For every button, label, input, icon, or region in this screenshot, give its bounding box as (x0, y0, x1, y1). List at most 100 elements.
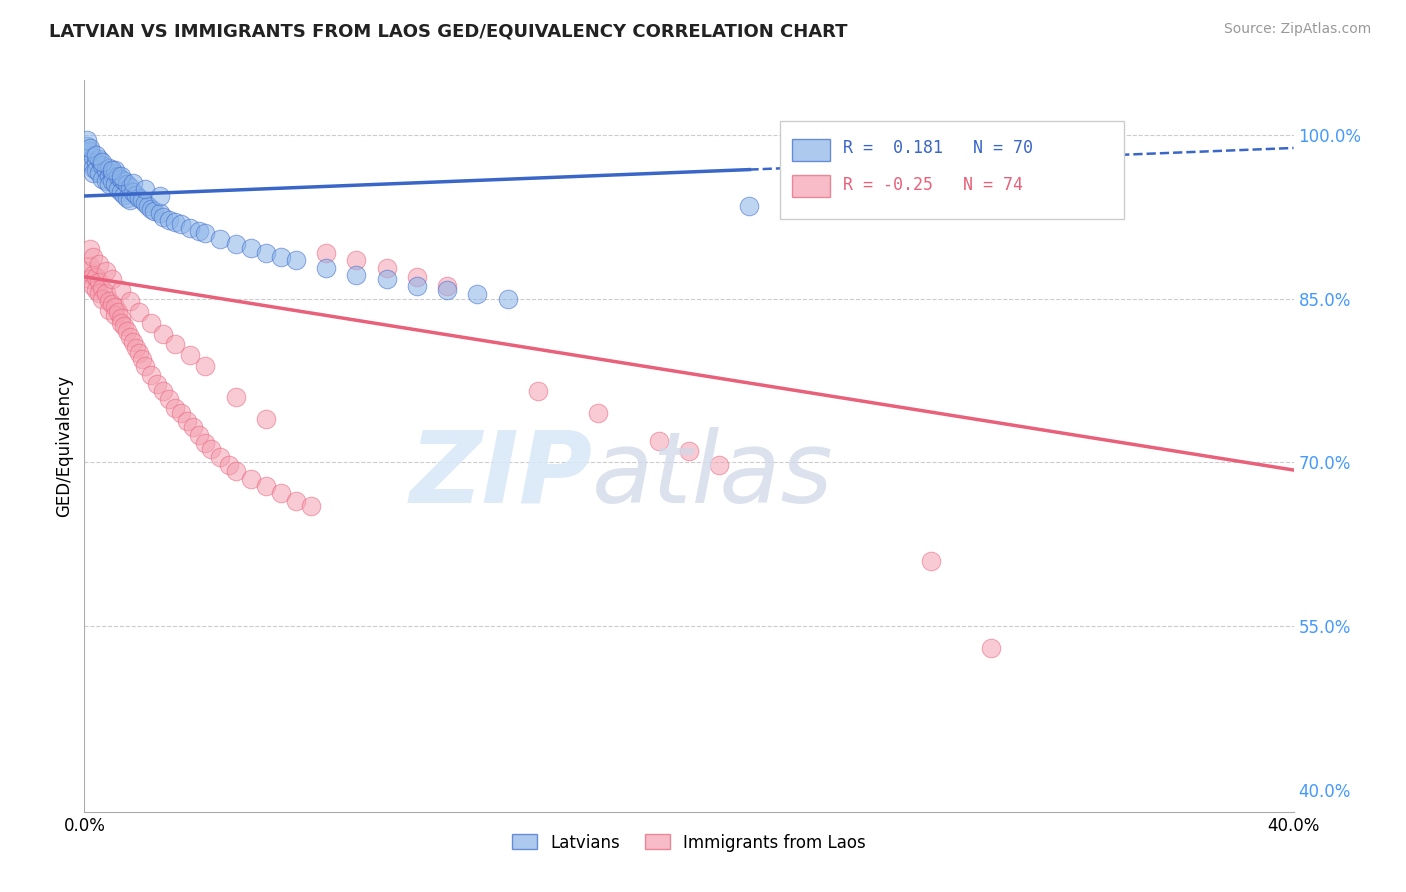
Point (179, 348, 201, 362)
Point (152, 326, 174, 341)
Point (115, 191, 138, 205)
Point (94, 174, 117, 188)
Point (128, 191, 150, 205)
Point (270, 486, 292, 500)
Point (104, 177, 127, 191)
Point (678, 444, 700, 458)
Point (91, 155, 114, 169)
Point (118, 293, 141, 308)
Point (179, 220, 201, 235)
Point (254, 245, 277, 260)
Point (436, 283, 458, 297)
Point (254, 411, 277, 425)
Point (100, 272, 122, 286)
Point (118, 194, 141, 208)
Point (136, 199, 159, 213)
Point (194, 435, 217, 450)
Point (134, 182, 156, 196)
Point (82, 250, 104, 264)
Point (110, 316, 132, 330)
Point (82, 278, 104, 293)
Point (86, 155, 108, 169)
Point (496, 292, 519, 306)
Point (346, 253, 368, 268)
Point (100, 162, 122, 177)
Point (79, 141, 101, 155)
Point (346, 268, 368, 282)
Text: atlas: atlas (592, 426, 834, 524)
Point (97, 293, 120, 308)
Point (128, 304, 150, 318)
Point (142, 204, 165, 219)
Point (79, 272, 101, 286)
Point (152, 210, 174, 224)
Point (97, 161, 120, 175)
Point (89, 257, 111, 271)
Point (139, 202, 162, 216)
Point (128, 346, 150, 360)
Point (254, 479, 277, 493)
Point (86, 269, 108, 284)
Point (209, 450, 232, 464)
Point (112, 174, 135, 188)
Point (188, 428, 211, 442)
Point (134, 359, 156, 374)
Point (121, 335, 143, 350)
Point (110, 185, 132, 199)
Point (86, 147, 108, 161)
Point (79, 259, 101, 273)
Text: ZIP: ZIP (409, 426, 592, 524)
Point (97, 177, 120, 191)
Point (118, 180, 141, 194)
Legend: Latvians, Immigrants from Laos: Latvians, Immigrants from Laos (505, 827, 873, 858)
Point (149, 206, 172, 220)
Point (110, 171, 132, 186)
Point (76, 133, 98, 147)
Point (406, 278, 429, 293)
Point (100, 166, 122, 180)
Point (239, 472, 262, 486)
Point (82, 268, 104, 282)
Point (100, 297, 122, 311)
Point (125, 188, 148, 202)
Point (165, 401, 187, 415)
Point (79, 155, 101, 169)
Point (91, 281, 114, 295)
Point (139, 316, 162, 330)
Point (165, 337, 187, 351)
Point (82, 161, 104, 175)
Point (104, 308, 127, 322)
Point (406, 269, 429, 284)
Point (104, 162, 127, 177)
Y-axis label: GED/Equivalency: GED/Equivalency (55, 375, 73, 517)
Text: Source: ZipAtlas.com: Source: ZipAtlas.com (1223, 22, 1371, 37)
Point (82, 150, 104, 164)
Point (200, 442, 222, 457)
Point (648, 434, 671, 448)
Point (157, 213, 180, 227)
Point (89, 166, 111, 180)
Point (315, 261, 337, 276)
Point (285, 253, 308, 268)
Point (91, 158, 114, 172)
Point (121, 176, 143, 190)
Text: R =  0.181   N = 70: R = 0.181 N = 70 (842, 139, 1032, 157)
Point (239, 241, 262, 255)
Point (86, 162, 108, 177)
Point (115, 324, 138, 338)
Point (170, 218, 193, 232)
Point (76, 138, 98, 153)
Point (139, 368, 162, 382)
Point (299, 499, 322, 513)
Point (89, 152, 111, 166)
Point (709, 458, 731, 472)
Point (82, 166, 104, 180)
Point (980, 640, 1002, 655)
Point (225, 464, 247, 478)
Point (209, 231, 232, 245)
Point (188, 224, 211, 238)
Bar (792, 176, 831, 197)
Point (134, 195, 156, 210)
Point (112, 188, 135, 202)
Point (94, 286, 117, 301)
